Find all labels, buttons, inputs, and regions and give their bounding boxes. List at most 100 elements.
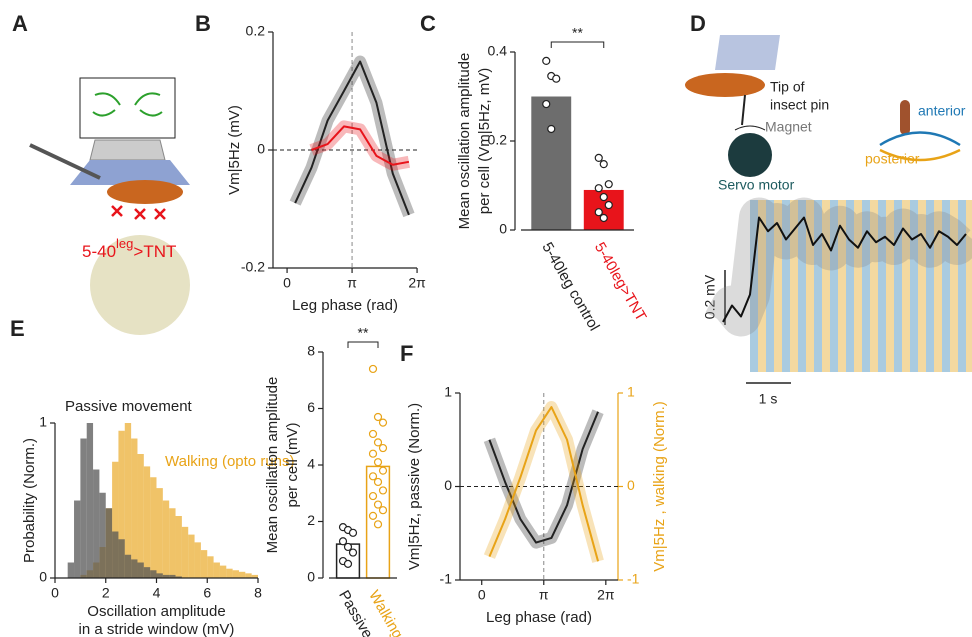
- x-axis-label: Leg phase (rad): [486, 609, 592, 626]
- data-point: [380, 467, 387, 474]
- significance-label: **: [572, 25, 583, 41]
- panel-d-diagram: Tip of insect pin Magnet Servo motor ant…: [685, 35, 966, 193]
- pin-label: Tip of: [770, 79, 805, 95]
- y-axis-label: Mean oscillation amplitude: [264, 377, 281, 554]
- data-point: [595, 209, 602, 216]
- x-marks: [112, 206, 165, 219]
- histogram-bar: [112, 532, 118, 579]
- histogram-bar: [137, 563, 143, 579]
- y-axis-label: Vm|5Hz (mV): [226, 105, 243, 195]
- pin: [742, 95, 745, 125]
- histogram-bar: [157, 488, 163, 578]
- x-tick-label: 2π: [408, 275, 426, 291]
- panel-label: B: [195, 11, 211, 36]
- data-point: [375, 521, 382, 528]
- histogram-bar: [131, 559, 137, 578]
- data-point: [380, 507, 387, 514]
- x-tick-label: 0: [283, 275, 291, 291]
- x-tick-label: 2: [102, 585, 110, 601]
- data-point: [600, 161, 607, 168]
- histogram-bar: [163, 501, 169, 579]
- y-tick-label: 1: [627, 384, 635, 400]
- histogram-bar: [99, 493, 105, 578]
- histogram-bar: [239, 572, 245, 578]
- x-axis-label: in a stride window (mV): [79, 621, 235, 637]
- histogram-bar: [233, 570, 239, 578]
- histogram-bar: [182, 527, 188, 578]
- histogram-bar: [131, 439, 137, 579]
- y-tick-label: 0: [307, 569, 315, 585]
- x-tick-label: 8: [254, 585, 262, 601]
- y-tick-label: 4: [307, 456, 315, 472]
- histogram-bar: [87, 423, 93, 578]
- arrow: [735, 126, 765, 130]
- histogram-bar: [118, 539, 124, 578]
- x-tick-label: 5-40leg>TNT: [591, 239, 650, 324]
- y-axis-label: per cell (mV): [284, 422, 301, 507]
- data-point: [370, 365, 377, 372]
- label-part: >TNT: [133, 242, 176, 261]
- histogram-bar: [125, 555, 131, 578]
- y-axis-label: per cell (Vm|5Hz, mV): [476, 68, 493, 214]
- histogram-bar: [220, 566, 226, 578]
- data-point: [375, 478, 382, 485]
- data-point: [605, 202, 612, 209]
- histogram-bar: [93, 470, 99, 579]
- histogram-bar: [150, 570, 156, 578]
- y-tick-label: 0: [444, 477, 452, 493]
- data-point: [595, 154, 602, 161]
- histogram-bar: [68, 563, 74, 579]
- anterior-label: anterior: [918, 103, 966, 119]
- x-tick-label: π: [347, 275, 357, 291]
- data-point: [380, 487, 387, 494]
- histogram-bar: [144, 567, 150, 578]
- pin-label: insect pin: [770, 97, 829, 113]
- x-tick-label: 5-40leg control: [538, 239, 602, 333]
- y-axis-label: Mean oscillation amplitude: [456, 53, 473, 230]
- y-axis-label: Vm|5Hz, passive (Norm.): [406, 403, 423, 570]
- data-point: [375, 459, 382, 466]
- histogram-bar: [74, 501, 80, 579]
- histogram-bar: [188, 535, 194, 578]
- data-point: [370, 512, 377, 519]
- objective: [90, 140, 165, 160]
- saline: [715, 35, 780, 70]
- y-tick-label: -0.2: [241, 259, 265, 275]
- y-tick-label: 0: [39, 569, 47, 585]
- leg: [900, 100, 910, 135]
- histogram-bar: [144, 466, 150, 578]
- y-tick-label: -1: [440, 571, 453, 587]
- data-point: [345, 560, 352, 567]
- panel-label: F: [400, 341, 413, 366]
- y-tick-label: 0: [627, 477, 635, 493]
- motor-label: Servo motor: [718, 177, 795, 193]
- x-tick-label: 0: [51, 585, 59, 601]
- servo-motor: [728, 133, 772, 177]
- x-axis-label: Oscillation amplitude: [87, 603, 225, 620]
- histogram-bar: [207, 556, 213, 578]
- label-part: leg: [116, 236, 133, 251]
- y-tick-label: 8: [307, 343, 315, 359]
- label-part: 5-40: [82, 242, 116, 261]
- panel-label: A: [12, 11, 28, 36]
- figure: 5-40leg>TNT Tip of insect pin Magnet Ser…: [0, 0, 972, 637]
- significance-bracket: [551, 42, 604, 48]
- fly: [107, 180, 183, 204]
- histogram-bar: [195, 542, 201, 578]
- histogram-bar: [80, 439, 86, 579]
- data-point: [595, 185, 602, 192]
- x-tick-label: 2π: [597, 587, 615, 603]
- posterior-label: posterior: [865, 151, 920, 167]
- y-tick-label: 0: [257, 141, 265, 157]
- histogram-bar: [226, 569, 232, 578]
- bar: [531, 97, 571, 231]
- histogram-bar: [245, 573, 251, 578]
- data-point: [553, 75, 560, 82]
- panel-label: D: [690, 11, 706, 36]
- stimulus-stripe: [966, 200, 972, 372]
- y-axis-label: Probability (Norm.): [21, 438, 38, 563]
- histogram-bar: [176, 516, 182, 578]
- series-label: Passive movement: [65, 398, 193, 415]
- histogram-bar: [150, 477, 156, 578]
- x-tick-label: 4: [153, 585, 161, 601]
